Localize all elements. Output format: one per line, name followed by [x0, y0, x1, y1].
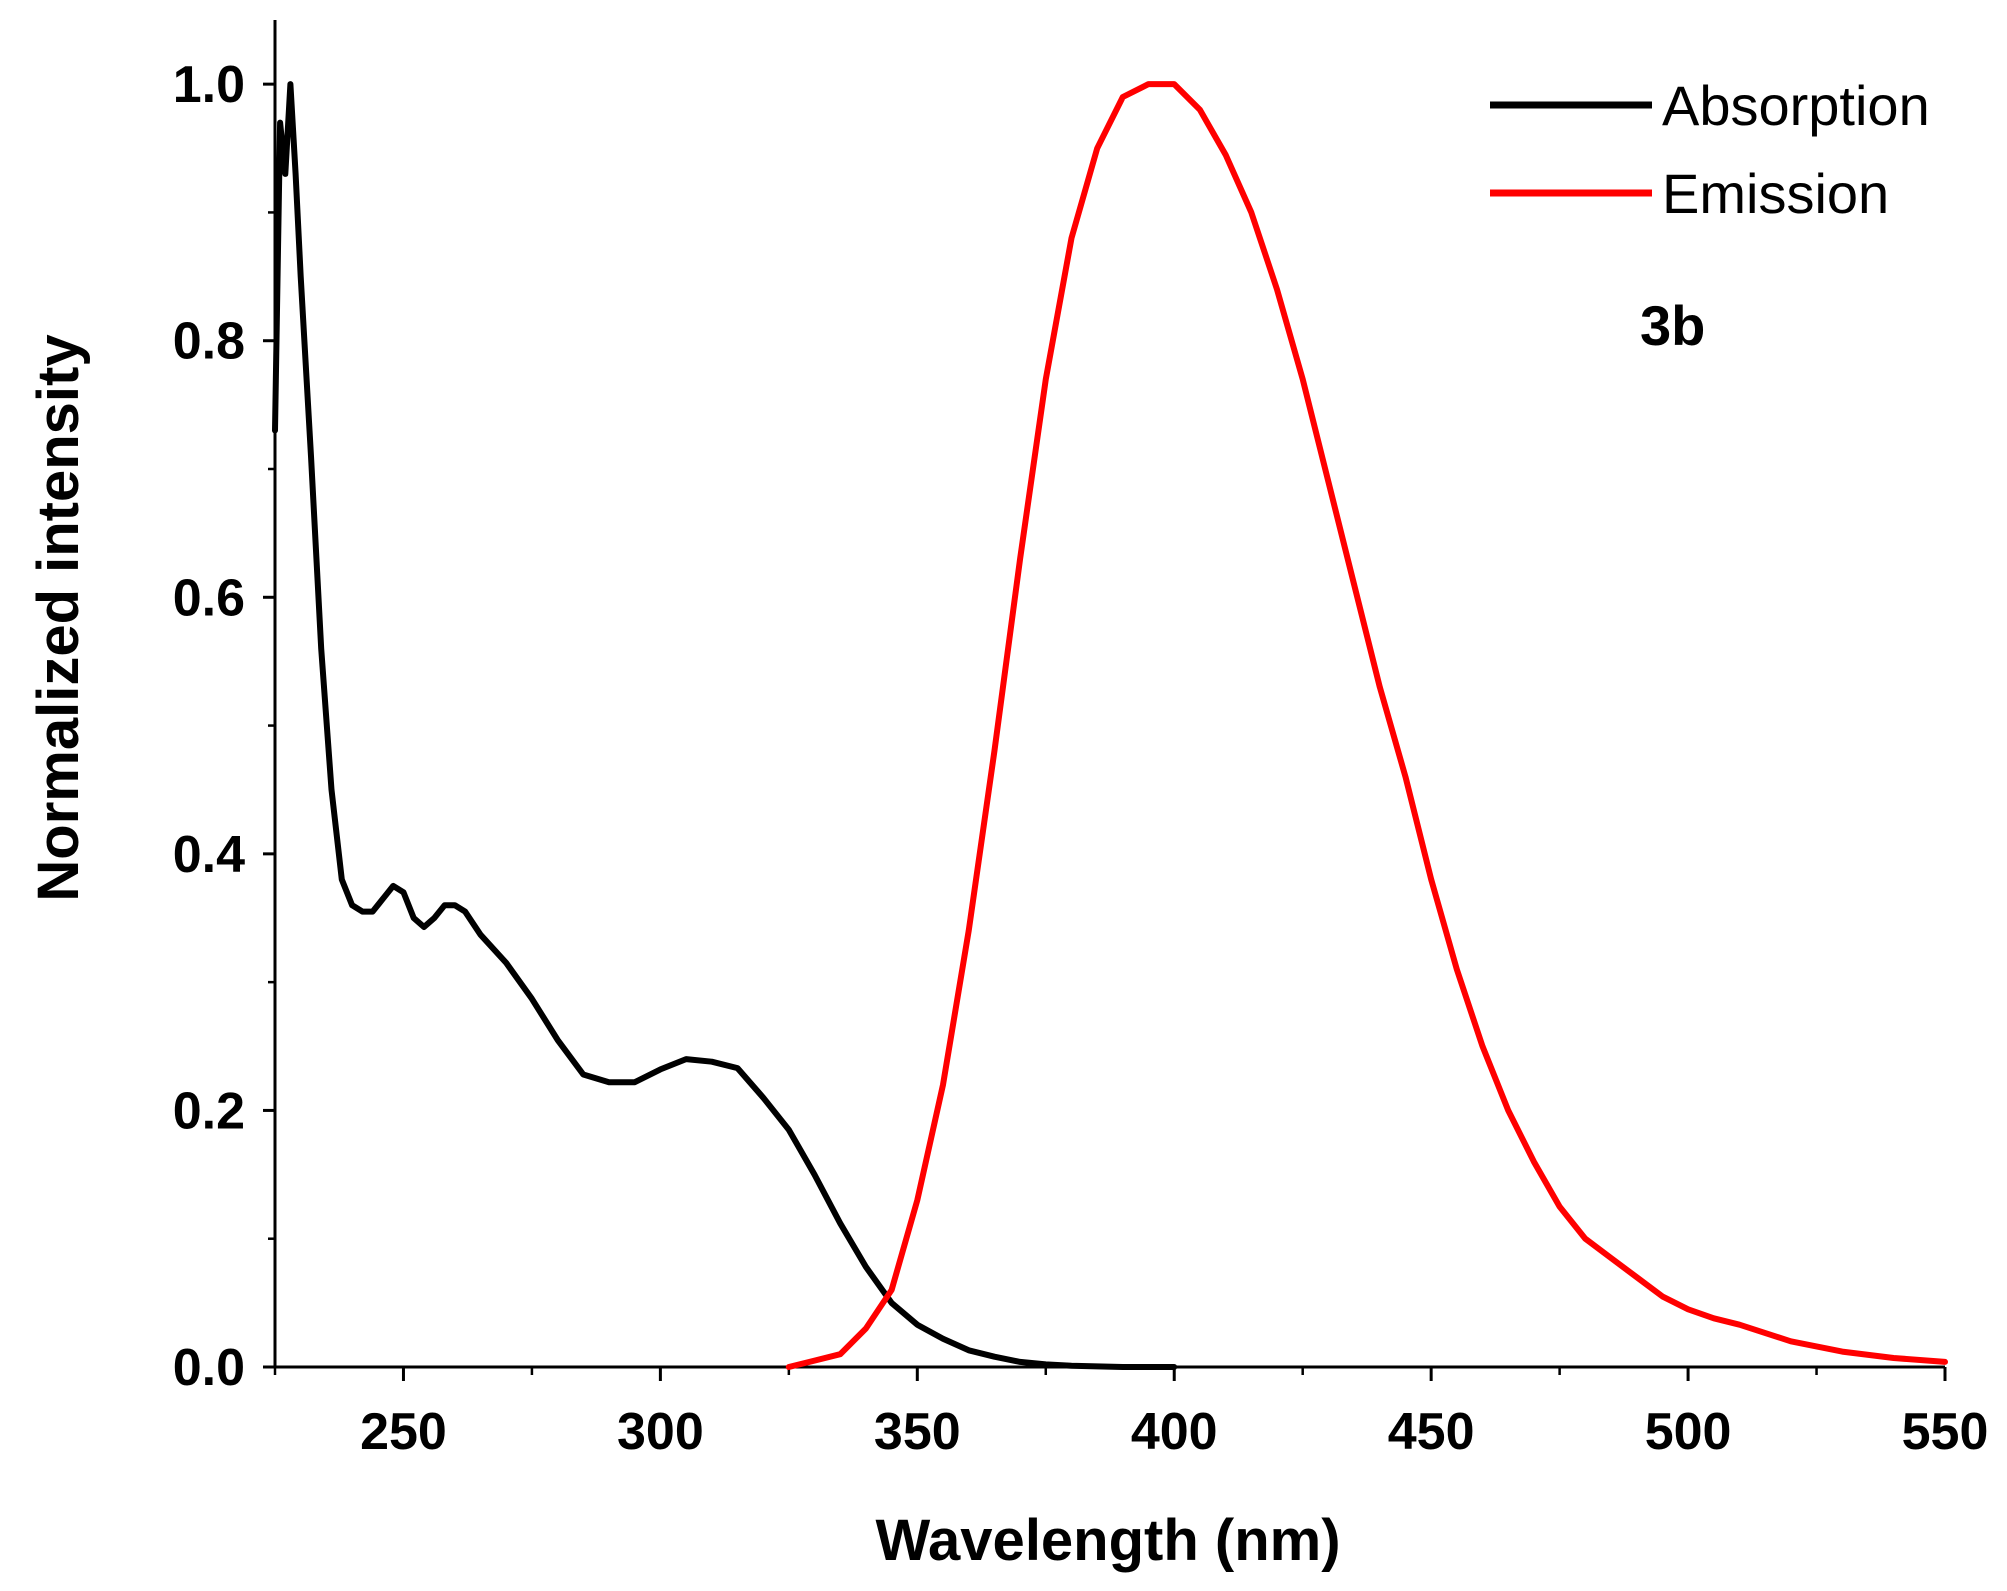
y-tick-label: 0.8: [173, 313, 245, 371]
y-tick-label: 0.6: [173, 569, 245, 627]
y-axis-title: Normalized intensity: [26, 334, 91, 901]
x-axis-title: Wavelength (nm): [875, 1508, 1340, 1573]
axes: 250 300 350 400 450 500 550 0.0 0.2 0.4 0.6 0.8 1.0: [173, 20, 1989, 1461]
series-emission-line: [785, 81, 1948, 1370]
legend-label-emission: Emission: [1662, 162, 1889, 225]
y-tick-label: 0.2: [173, 1082, 245, 1140]
series-layer: [272, 81, 1948, 1370]
x-tick-label: 350: [874, 1403, 961, 1461]
x-tick-label: 450: [1388, 1403, 1475, 1461]
x-tick-label: 400: [1131, 1403, 1218, 1461]
x-tick-label: 550: [1902, 1403, 1989, 1461]
x-tick-label: 300: [617, 1403, 704, 1461]
series-absorption-line: [272, 81, 1178, 1370]
y-tick-label: 1.0: [173, 56, 245, 114]
x-tick-label: 500: [1645, 1403, 1732, 1461]
legend: Absorption Emission: [1490, 74, 1930, 225]
compound-label: 3b: [1640, 294, 1705, 357]
x-tick-label: 250: [360, 1403, 447, 1461]
legend-label-absorption: Absorption: [1662, 74, 1930, 137]
y-tick-label: 0.4: [173, 826, 245, 884]
y-tick-label: 0.0: [173, 1339, 245, 1397]
